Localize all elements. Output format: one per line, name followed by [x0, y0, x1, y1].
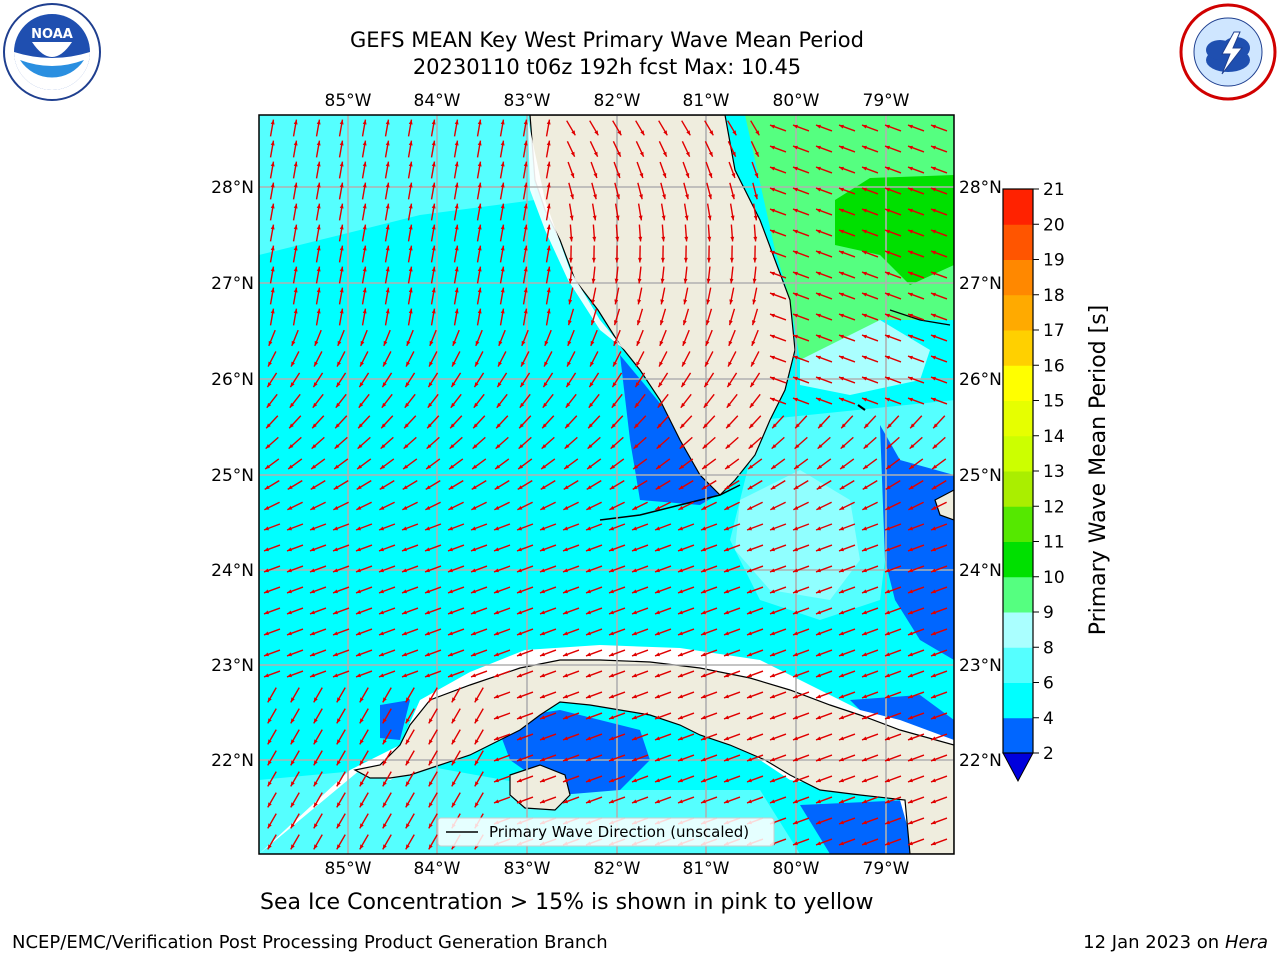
- lat-label-right: 26°N: [959, 370, 1002, 390]
- lon-label-bottom: 81°W: [683, 859, 730, 879]
- lon-label-top: 83°W: [504, 91, 551, 111]
- colorbar-tick-label: 4: [1043, 709, 1054, 729]
- footer-branch: NCEP/EMC/Verification Post Processing Pr…: [12, 932, 608, 953]
- lon-label-top: 85°W: [325, 91, 372, 111]
- colorbar-tick-label: 10: [1043, 568, 1065, 588]
- lat-label-right: 23°N: [959, 656, 1002, 676]
- map-area: [259, 115, 955, 854]
- colorbar-tick-label: 16: [1043, 356, 1065, 376]
- colorbar-tick-label: 19: [1043, 251, 1065, 271]
- colorbar-tick-label: 6: [1043, 674, 1054, 694]
- colorbar-extend-low: [1003, 753, 1033, 781]
- colorbar-segment: [1003, 224, 1033, 260]
- lat-label-right: 22°N: [959, 751, 1002, 771]
- footer-date: 12 Jan 2023 on Hera: [1083, 932, 1268, 953]
- lon-label-bottom: 85°W: [325, 859, 372, 879]
- colorbar-segment: [1003, 647, 1033, 683]
- lon-label-bottom: 79°W: [863, 859, 910, 879]
- lon-label-bottom: 84°W: [414, 859, 461, 879]
- colorbar-segment: [1003, 612, 1033, 648]
- lon-label-bottom: 80°W: [773, 859, 820, 879]
- colorbar-tick-label: 13: [1043, 462, 1065, 482]
- lat-label-left: 23°N: [211, 656, 254, 676]
- colorbar-tick-label: 18: [1043, 286, 1065, 306]
- lon-label-top: 79°W: [863, 91, 910, 111]
- colorbar-tick-label: 21: [1043, 180, 1065, 200]
- sea-ice-note: Sea Ice Concentration > 15% is shown in …: [260, 890, 1260, 915]
- colorbar-segment: [1003, 401, 1033, 437]
- colorbar-tick-label: 17: [1043, 321, 1065, 341]
- lon-label-bottom: 83°W: [504, 859, 551, 879]
- colorbar-segment: [1003, 506, 1033, 542]
- colorbar-tick-label: 11: [1043, 533, 1065, 553]
- lat-label-right: 27°N: [959, 274, 1002, 294]
- colorbar-tick-label: 14: [1043, 427, 1065, 447]
- colorbar-segment: [1003, 542, 1033, 578]
- lat-label-left: 22°N: [211, 751, 254, 771]
- colorbar-segment: [1003, 471, 1033, 507]
- lat-label-left: 26°N: [211, 370, 254, 390]
- legend-label: Primary Wave Direction (unscaled): [489, 823, 749, 841]
- colorbar-segment: [1003, 577, 1033, 613]
- lat-label-right: 28°N: [959, 178, 1002, 198]
- lat-label-left: 27°N: [211, 274, 254, 294]
- colorbar-tick-label: 9: [1043, 603, 1054, 623]
- colorbar-tick-label: 8: [1043, 638, 1054, 658]
- lon-label-top: 81°W: [683, 91, 730, 111]
- colorbar-label: Primary Wave Mean Period [s]: [1086, 305, 1111, 636]
- colorbar-tick-label: 12: [1043, 497, 1065, 517]
- colorbar-segment: [1003, 295, 1033, 331]
- colorbar-segment: [1003, 683, 1033, 719]
- lon-label-top: 80°W: [773, 91, 820, 111]
- lat-label-left: 24°N: [211, 561, 254, 581]
- lat-label-right: 25°N: [959, 466, 1002, 486]
- colorbar-segment: [1003, 260, 1033, 296]
- footer-machine: Hera: [1225, 932, 1268, 953]
- lon-label-top: 84°W: [414, 91, 461, 111]
- colorbar-segment: [1003, 330, 1033, 366]
- colorbar-segment: [1003, 189, 1033, 225]
- colorbar-segment: [1003, 436, 1033, 472]
- footer-date-text: 12 Jan 2023 on: [1083, 932, 1219, 953]
- arrow-legend: Primary Wave Direction (unscaled): [438, 818, 774, 846]
- colorbar-segment: [1003, 718, 1033, 754]
- colorbar-tick-label: 2: [1043, 744, 1054, 764]
- colorbar-tick-label: 20: [1043, 215, 1065, 235]
- colorbar-tick-label: 15: [1043, 392, 1065, 412]
- lon-label-bottom: 82°W: [594, 859, 641, 879]
- lat-label-right: 24°N: [959, 561, 1002, 581]
- colorbar: 2 4 6 8 9 10 11 12 13 14 15 16 17 18 19 20 21: [1003, 180, 1065, 781]
- lat-label-left: 25°N: [211, 466, 254, 486]
- colorbar-segment: [1003, 365, 1033, 401]
- lat-label-left: 28°N: [211, 178, 254, 198]
- lon-label-top: 82°W: [594, 91, 641, 111]
